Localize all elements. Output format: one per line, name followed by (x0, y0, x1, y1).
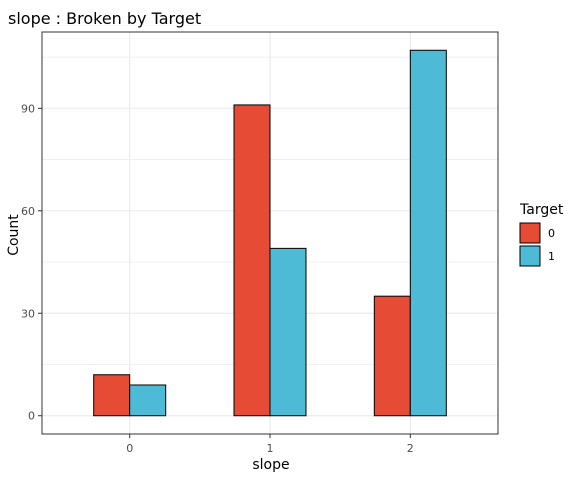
legend: Target 01 (519, 202, 564, 267)
x-tick-label: 1 (267, 442, 274, 455)
x-axis: 0 1 2 (126, 434, 414, 455)
legend-label-0: 0 (548, 227, 555, 240)
x-tick-label: 2 (407, 442, 414, 455)
bar-target-0-slope-2 (373, 295, 411, 417)
y-tick-label: 30 (21, 307, 35, 320)
y-tick-label: 90 (21, 102, 35, 115)
bar-target-0-slope-1 (233, 104, 271, 417)
bar-target-1-slope-1 (269, 247, 307, 417)
bar-target-1-slope-0 (129, 384, 167, 417)
bar-target-0-slope-0 (93, 374, 131, 417)
y-tick-label: 0 (28, 410, 35, 423)
y-axis-title: Count (6, 214, 22, 256)
legend-swatch-0 (519, 222, 541, 244)
x-axis-title: slope (252, 457, 289, 473)
bar-target-1-slope-2 (409, 49, 447, 417)
bars (93, 49, 447, 417)
legend-label-1: 1 (548, 250, 555, 263)
legend-swatch-1 (519, 245, 541, 267)
legend-items: 01 (519, 222, 555, 267)
x-tick-label: 0 (126, 442, 133, 455)
y-axis: 0 30 60 90 (21, 102, 42, 423)
y-tick-label: 60 (21, 205, 35, 218)
chart-title: slope : Broken by Target (8, 9, 201, 28)
legend-title: Target (519, 202, 564, 218)
